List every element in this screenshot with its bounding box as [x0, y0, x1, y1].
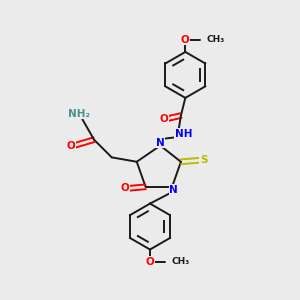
Text: NH: NH — [175, 129, 192, 139]
Text: CH₃: CH₃ — [171, 257, 190, 266]
Text: O: O — [181, 34, 190, 45]
Text: NH₂: NH₂ — [68, 109, 90, 119]
Text: CH₃: CH₃ — [206, 35, 225, 44]
Text: S: S — [200, 155, 207, 165]
Text: O: O — [121, 183, 129, 193]
Text: O: O — [67, 141, 76, 151]
Text: N: N — [169, 185, 178, 195]
Text: O: O — [146, 257, 154, 267]
Text: O: O — [160, 114, 169, 124]
Text: N: N — [156, 138, 165, 148]
